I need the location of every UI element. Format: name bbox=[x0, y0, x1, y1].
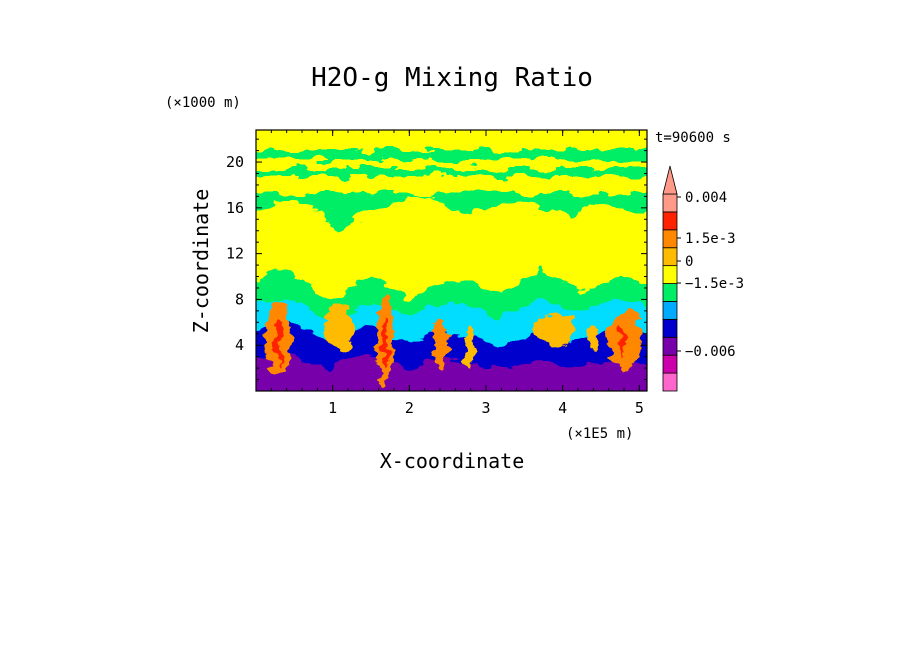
y-axis-ticks: 4 8 12 16 20 bbox=[226, 138, 647, 381]
field-band-stripe-2 bbox=[256, 176, 647, 194]
plume-6 bbox=[533, 312, 573, 348]
time-label: t=90600 s bbox=[655, 130, 731, 146]
y-tick-label: 8 bbox=[235, 290, 244, 308]
colorbar-segment bbox=[662, 229, 678, 249]
colorbar-segment bbox=[662, 283, 678, 302]
colorbar-segment bbox=[662, 372, 678, 392]
x-axis-ticks: 1 2 3 4 5 bbox=[270, 130, 644, 417]
colorbar-segment bbox=[662, 247, 678, 267]
plume-2 bbox=[326, 306, 354, 350]
x-unit-label: (×1E5 m) bbox=[566, 426, 633, 442]
colorbar-label: −0.006 bbox=[685, 344, 736, 360]
y-unit-label: (×1000 m) bbox=[165, 95, 241, 111]
colorbar-label: −1.5e-3 bbox=[685, 276, 744, 292]
colorbar-label: 0.004 bbox=[685, 190, 727, 206]
chart-title: H2O-g Mixing Ratio bbox=[311, 63, 593, 93]
x-axis-label: X-coordinate bbox=[380, 449, 525, 473]
y-tick-label: 12 bbox=[226, 245, 244, 263]
colorbar bbox=[662, 165, 678, 392]
x-tick-label: 4 bbox=[558, 399, 567, 417]
colorbar-labels: 0.004 1.5e-3 0 −1.5e-3 −0.006 bbox=[677, 190, 744, 360]
colorbar-segment bbox=[662, 354, 678, 374]
x-tick-label: 1 bbox=[328, 399, 337, 417]
plume-3-core bbox=[382, 320, 388, 370]
y-axis-label: Z-coordinate bbox=[189, 189, 213, 334]
colorbar-segment bbox=[662, 211, 678, 231]
plume-7-core bbox=[619, 324, 625, 356]
field-purple-layer bbox=[256, 352, 647, 391]
y-tick-label: 4 bbox=[235, 336, 244, 354]
colorbar-segment bbox=[662, 318, 678, 338]
x-tick-label: 5 bbox=[635, 399, 644, 417]
heatmap-field bbox=[256, 130, 647, 391]
x-tick-label: 2 bbox=[405, 399, 414, 417]
colorbar-segment bbox=[662, 336, 678, 356]
plume-5 bbox=[465, 330, 475, 370]
colorbar-label: 1.5e-3 bbox=[685, 231, 736, 247]
colorbar-segment bbox=[662, 301, 678, 320]
plume-4 bbox=[434, 317, 446, 373]
x-tick-label: 3 bbox=[481, 399, 490, 417]
field-band-top-yellow bbox=[256, 130, 647, 150]
colorbar-segment bbox=[662, 265, 678, 284]
field-band-stripe-1 bbox=[256, 160, 647, 168]
field-mid-yellow bbox=[256, 195, 647, 300]
colorbar-segment bbox=[662, 193, 678, 213]
plume-8 bbox=[586, 326, 598, 354]
colorbar-label: 0 bbox=[685, 254, 693, 270]
plot-frame bbox=[255, 129, 648, 392]
y-tick-label: 20 bbox=[226, 153, 244, 171]
plume-1-core bbox=[274, 323, 282, 367]
y-tick-label: 16 bbox=[226, 199, 244, 217]
colorbar-arrow bbox=[662, 165, 678, 195]
